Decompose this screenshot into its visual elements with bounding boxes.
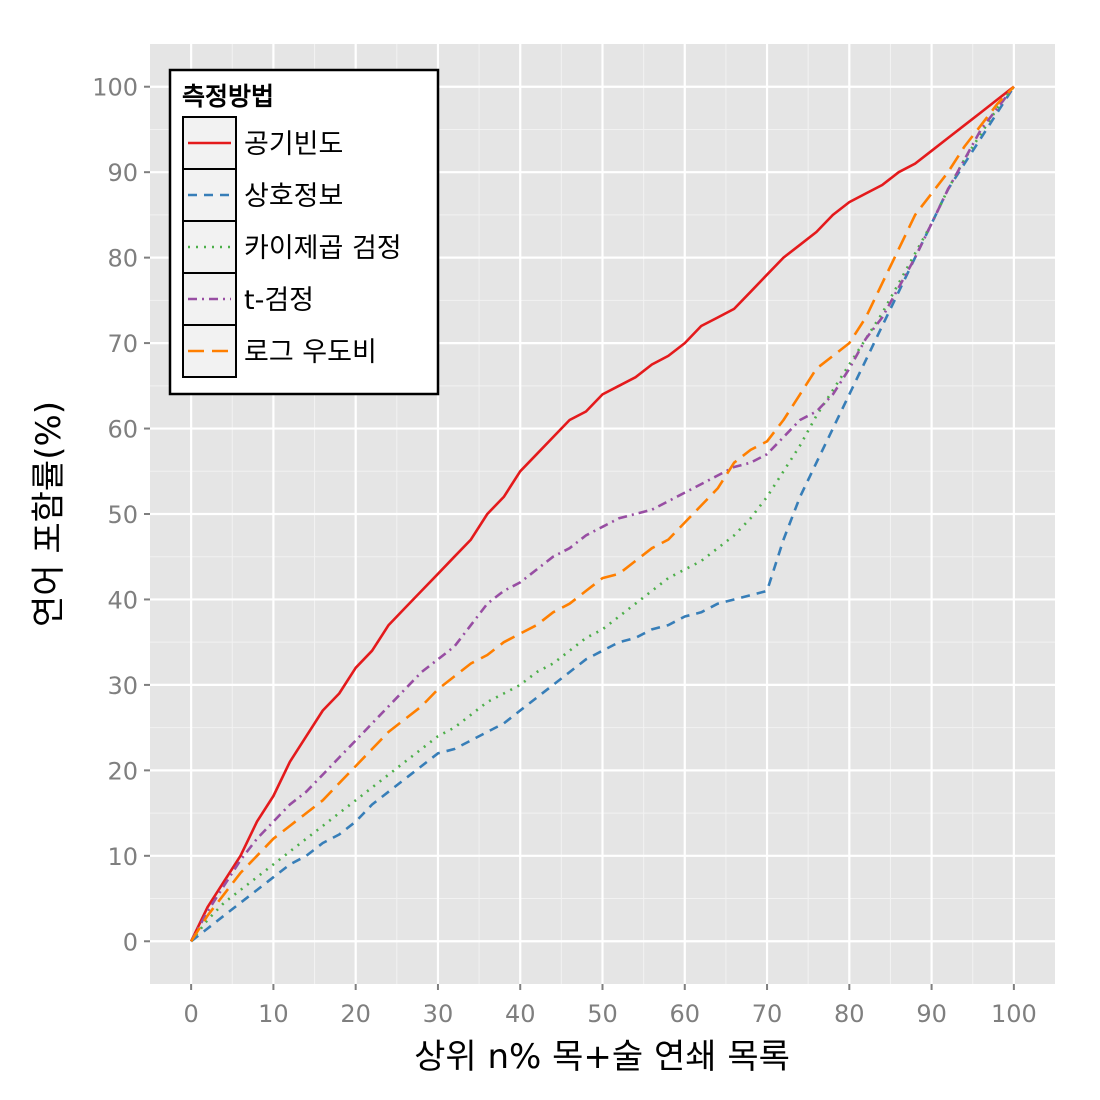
y-tick-label: 50 — [107, 501, 138, 529]
series-line-1 — [189, 85, 1015, 942]
legend-label: 공기빈도 — [244, 129, 343, 160]
x-tick-label: 20 — [340, 1000, 371, 1028]
series-line-5 — [190, 85, 1015, 943]
series-lines — [189, 85, 1015, 943]
legend-label: 상호정보 — [244, 181, 343, 212]
x-tick-label: 10 — [258, 1000, 289, 1028]
x-tick-label: 90 — [916, 1000, 947, 1028]
y-tick-label: 80 — [107, 245, 138, 273]
y-tick-label: 100 — [92, 74, 138, 102]
legend-title: 측정방법 — [182, 82, 274, 111]
y-tick-label: 60 — [107, 416, 138, 444]
legend-label: 카이제곱 검정 — [244, 233, 402, 264]
y-tick-label: 10 — [107, 843, 138, 871]
axis-ticks: 0 10 20 30 40 50 60 70 80 90 100 0 10 20 30 40 50 60 70 80 9… — [92, 74, 1037, 1028]
x-tick-label: 0 — [183, 1000, 198, 1028]
x-tick-label: 100 — [991, 1000, 1037, 1028]
y-tick-label: 70 — [107, 330, 138, 358]
y-tick-label: 20 — [107, 757, 138, 785]
legend-key-box — [182, 220, 237, 274]
legend-label: 로그 우도비 — [244, 337, 377, 368]
x-tick-label: 40 — [505, 1000, 536, 1028]
y-tick-label: 90 — [107, 159, 138, 187]
x-tick-label: 80 — [834, 1000, 865, 1028]
x-tick-label: 50 — [587, 1000, 618, 1028]
x-tick-label: 30 — [423, 1000, 454, 1028]
y-tick-label: 0 — [123, 928, 138, 956]
y-axis-title: 연어 포함률(%) — [29, 401, 69, 627]
y-tick-label: 30 — [107, 672, 138, 700]
y-tick-label: 40 — [107, 586, 138, 614]
x-tick-label: 70 — [752, 1000, 783, 1028]
series-line-4 — [189, 85, 1015, 942]
x-axis-title: 상위 n% 목+술 연쇄 목록 — [414, 1037, 790, 1077]
legend-label: t-검정 — [244, 285, 314, 316]
x-tick-label: 60 — [669, 1000, 700, 1028]
